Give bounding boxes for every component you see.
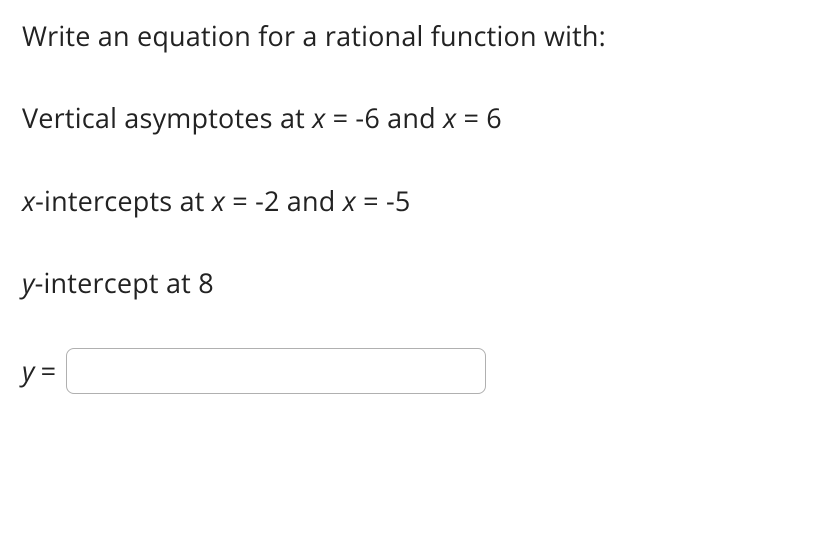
yi-prefix-text: -intercept at 8 (35, 264, 214, 301)
xi-eq2: = -5 (356, 182, 411, 219)
xi-prefix-text: -intercepts at (35, 182, 212, 219)
vertical-asymptotes-line: Vertical asymptotes at x = -6 and x = 6 (22, 100, 816, 136)
yi-prefix-var: y (22, 264, 35, 301)
y-intercept-line: y-intercept at 8 (22, 265, 816, 301)
va-eq2: = 6 (456, 99, 502, 136)
problem-container: Write an equation for a rational functio… (22, 18, 816, 394)
va-prefix: Vertical asymptotes at (22, 99, 312, 136)
x-intercepts-line: x-intercepts at x = -2 and x = -5 (22, 183, 816, 219)
va-var2: x (443, 99, 456, 136)
answer-row: y = (22, 348, 816, 394)
answer-input[interactable] (66, 348, 486, 394)
answer-label-eq: = (41, 353, 57, 389)
xi-prefix-var: x (22, 182, 35, 219)
xi-var1: x (212, 182, 225, 219)
xi-var2: x (343, 182, 356, 219)
xi-eq1: = -2 and (225, 182, 343, 219)
prompt-line: Write an equation for a rational functio… (22, 18, 816, 54)
va-var1: x (312, 99, 325, 136)
answer-label-var: y (22, 353, 35, 389)
va-eq1: = -6 and (325, 99, 443, 136)
prompt-text: Write an equation for a rational functio… (22, 17, 606, 54)
